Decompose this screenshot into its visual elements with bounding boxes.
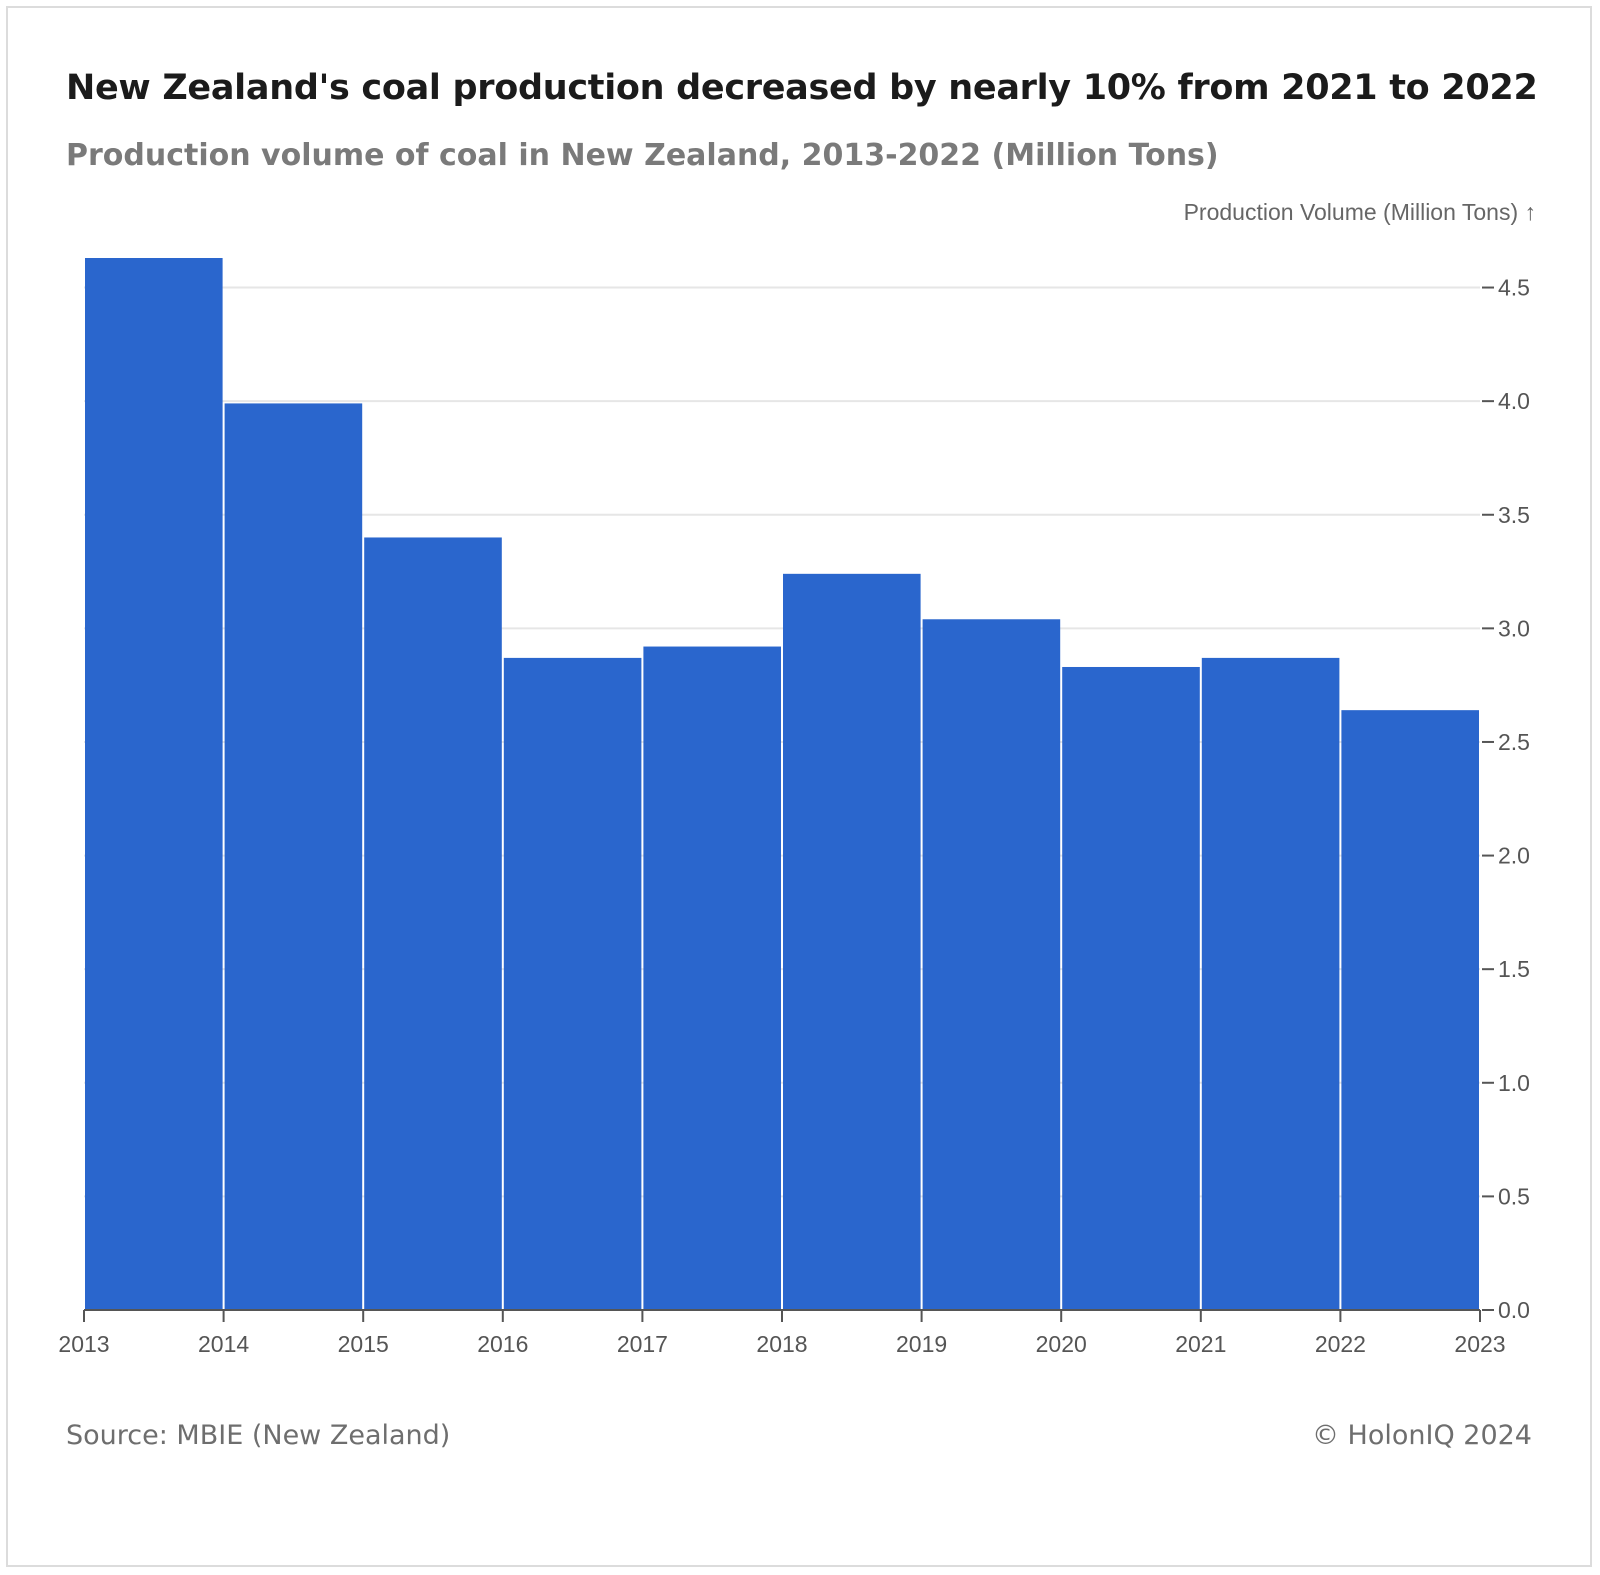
axes: 0.0 0.5 1.0 1.5 2.0 2.5 3.0 3.5 4.0 4.5 2013 2014 20… <box>58 275 1530 1357</box>
x-tick-label: 2022 <box>1315 1331 1366 1357</box>
y-tick-label: 2.5 <box>1498 729 1530 755</box>
bars <box>85 258 1479 1310</box>
bar <box>364 537 502 1310</box>
x-tick-label: 2023 <box>1454 1331 1505 1357</box>
y-tick-label: 4.0 <box>1498 388 1530 414</box>
y-tick-label: 1.0 <box>1498 1070 1530 1096</box>
x-tick-label: 2018 <box>756 1331 807 1357</box>
y-axis-title: Production Volume (Million Tons) ↑ <box>1184 199 1536 225</box>
x-tick-label: 2014 <box>198 1331 249 1357</box>
bar <box>1062 666 1200 1310</box>
bar <box>224 403 363 1310</box>
y-tick-label: 2.0 <box>1498 843 1530 869</box>
bar <box>1341 710 1479 1310</box>
y-tick-label: 0.5 <box>1498 1183 1530 1209</box>
chart-title: New Zealand's coal production decreased … <box>66 68 1538 108</box>
bar <box>503 657 642 1310</box>
bar <box>922 619 1061 1310</box>
source-note: Source: MBIE (New Zealand) <box>66 1420 451 1451</box>
y-tick-label: 4.5 <box>1498 275 1530 301</box>
x-tick-label: 2017 <box>617 1331 668 1357</box>
y-tick-label: 3.0 <box>1498 615 1530 641</box>
x-tick-label: 2016 <box>477 1331 528 1357</box>
x-tick-label: 2021 <box>1175 1331 1226 1357</box>
x-tick-label: 2020 <box>1036 1331 1087 1357</box>
x-tick-label: 2019 <box>896 1331 947 1357</box>
x-tick-label: 2013 <box>58 1331 109 1357</box>
bar <box>85 258 223 1310</box>
bar <box>783 573 921 1310</box>
y-tick-label: 0.0 <box>1498 1297 1530 1323</box>
chart-subtitle: Production volume of coal in New Zealand… <box>66 138 1219 173</box>
copyright-note: © HolonIQ 2024 <box>1311 1420 1532 1451</box>
y-tick-label: 3.5 <box>1498 502 1530 528</box>
bar <box>1201 657 1340 1310</box>
bar <box>643 646 781 1310</box>
x-tick-label: 2015 <box>338 1331 389 1357</box>
y-tick-label: 1.5 <box>1498 956 1530 982</box>
